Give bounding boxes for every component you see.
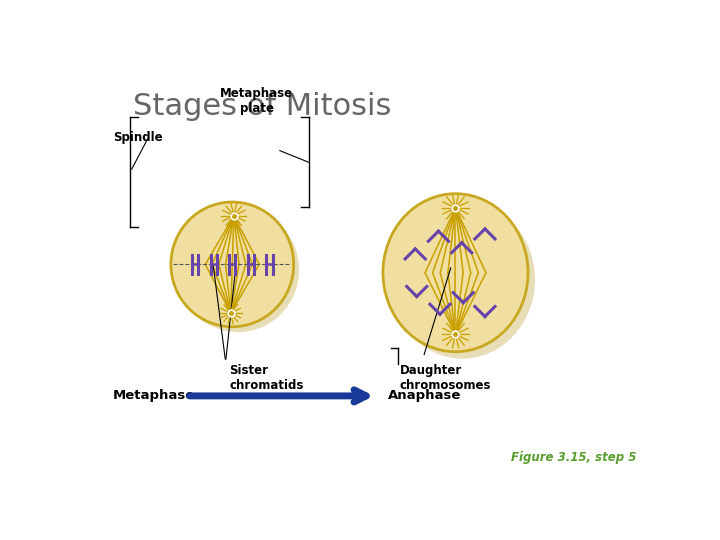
Text: Figure 3.15, step 5: Figure 3.15, step 5 (511, 451, 636, 464)
Text: Metaphase: Metaphase (113, 389, 196, 402)
Text: Daughter
chromosomes: Daughter chromosomes (400, 363, 492, 392)
Text: Sister
chromatids: Sister chromatids (230, 363, 304, 392)
Text: Metaphase
plate: Metaphase plate (220, 87, 293, 115)
Text: Stages of Mitosis: Stages of Mitosis (132, 92, 391, 121)
Ellipse shape (176, 207, 299, 332)
Text: Spindle: Spindle (113, 131, 163, 144)
Ellipse shape (171, 202, 294, 327)
Text: Anaphase: Anaphase (388, 389, 462, 402)
FancyBboxPatch shape (84, 59, 654, 486)
Ellipse shape (383, 194, 528, 352)
Ellipse shape (390, 201, 535, 359)
